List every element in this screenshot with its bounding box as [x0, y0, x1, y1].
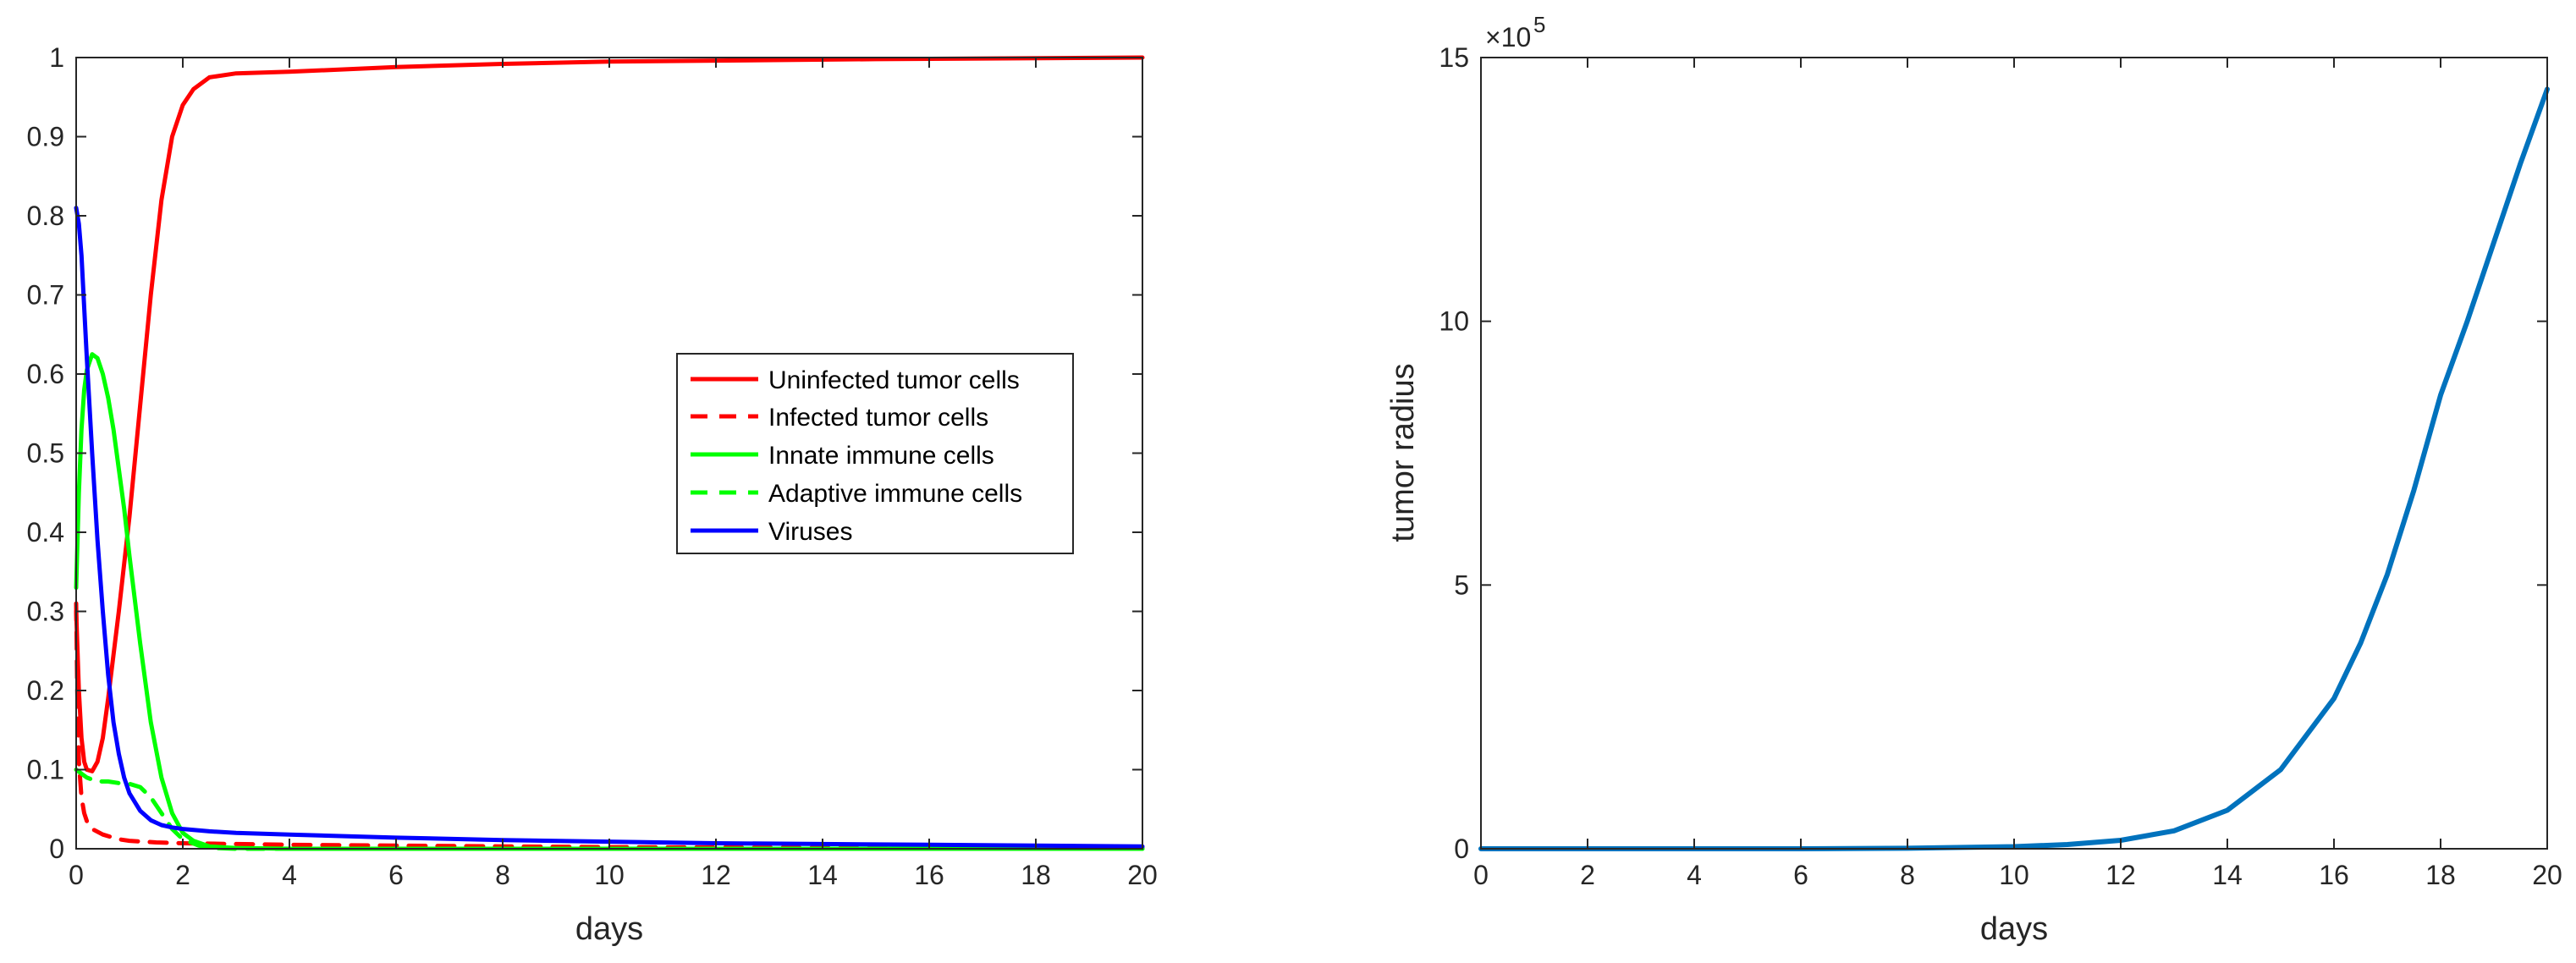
population-x-tick-label: 12: [701, 860, 731, 890]
tumor-radius-y-axis-label: tumor radius: [1385, 363, 1421, 542]
population-x-tick-label: 6: [388, 860, 404, 890]
population-y-tick-label: 0.6: [27, 359, 64, 389]
population-y-tick-label: 0.4: [27, 517, 64, 548]
tumor-radius-chart: 0 2 4 6 8 10 12 14 16 18 20 0 5 10 15 days tumor radi…: [1385, 12, 2562, 947]
population-y-tick-label: 0.7: [27, 280, 64, 311]
population-x-tick-label: 8: [495, 860, 510, 890]
tumor-radius-x-tick-label: 20: [2532, 860, 2562, 890]
population-x-ticks: 0 2 4 6 8 10 12 14 16 18 20: [69, 58, 1158, 890]
tumor-radius-x-tick-label: 10: [1999, 860, 2029, 890]
population-x-tick-label: 14: [807, 860, 838, 890]
y-exponent-base: ×10: [1485, 22, 1531, 52]
y-exponent-power: 5: [1533, 12, 1545, 37]
tumor-radius-x-tick-label: 18: [2425, 860, 2456, 890]
tumor-radius-x-tick-label: 16: [2319, 860, 2349, 890]
population-series-4: [74, 206, 1145, 849]
legend-label-infected: Infected tumor cells: [768, 404, 988, 432]
legend-label-viruses: Viruses: [768, 518, 853, 546]
population-y-tick-label: 0.5: [27, 438, 64, 469]
tumor-radius-x-ticks: 0 2 4 6 8 10 12 14 16 18 20: [1473, 58, 2562, 890]
population-x-tick-label: 0: [69, 860, 84, 890]
population-x-tick-label: 2: [175, 860, 190, 890]
legend-entry-adaptive: Adaptive immune cells: [691, 480, 1022, 508]
population-y-tick-label: 0.3: [27, 597, 64, 627]
tumor-radius-x-tick-label: 6: [1793, 860, 1808, 890]
tumor-radius-y-tick-label: 15: [1439, 42, 1469, 73]
legend-label-uninfected: Uninfected tumor cells: [768, 366, 1020, 394]
legend-label-adaptive: Adaptive immune cells: [768, 480, 1022, 508]
population-y-tick-label: 0: [49, 834, 64, 864]
population-chart: 0 2 4 6 8 10 12 14 16 18 20 0 0.1 0.2 0.3 0.4 0.5 0.6 0.7…: [27, 42, 1158, 947]
tumor-radius-x-tick-label: 2: [1580, 860, 1595, 890]
legend-label-innate: Innate immune cells: [768, 442, 994, 470]
population-x-axis-label: days: [575, 911, 643, 947]
tumor-radius-x-tick-label: 4: [1687, 860, 1702, 890]
population-y-tick-label: 0.8: [27, 201, 64, 231]
population-x-tick-label: 20: [1127, 860, 1158, 890]
population-y-tick-label: 0.9: [27, 122, 64, 152]
population-x-tick-label: 18: [1021, 860, 1051, 890]
population-y-tick-label: 0.2: [27, 675, 64, 706]
legend-entry-infected: Infected tumor cells: [691, 404, 988, 432]
tumor-radius-x-tick-label: 12: [2105, 860, 2136, 890]
tumor-radius-x-axis-label: days: [1980, 911, 2048, 947]
tumor-radius-y-ticks: 0 5 10 15: [1439, 42, 2547, 864]
legend-entry-uninfected: Uninfected tumor cells: [691, 366, 1020, 394]
population-x-tick-label: 10: [594, 860, 625, 890]
tumor-radius-y-tick-label: 0: [1454, 834, 1469, 864]
population-x-tick-label: 16: [914, 860, 944, 890]
population-y-tick-label: 0.1: [27, 755, 64, 785]
tumor-radius-y-tick-label: 10: [1439, 306, 1469, 337]
population-legend: Uninfected tumor cells Infected tumor ce…: [676, 353, 1074, 554]
tumor-radius-y-tick-label: 5: [1454, 570, 1469, 600]
tumor-radius-x-tick-label: 8: [1900, 860, 1915, 890]
population-y-tick-label: 1: [49, 42, 64, 73]
legend-entry-innate: Innate immune cells: [691, 442, 994, 470]
legend-entry-viruses: Viruses: [691, 518, 853, 546]
population-y-ticks: 0 0.1 0.2 0.3 0.4 0.5 0.6 0.7 0.8 0.9 1: [27, 42, 1142, 864]
y-exponent-label: ×10 5: [1485, 12, 1545, 52]
population-x-tick-label: 4: [282, 860, 297, 890]
tumor-radius-x-tick-label: 14: [2212, 860, 2243, 890]
tumor-radius-x-tick-label: 0: [1473, 860, 1489, 890]
